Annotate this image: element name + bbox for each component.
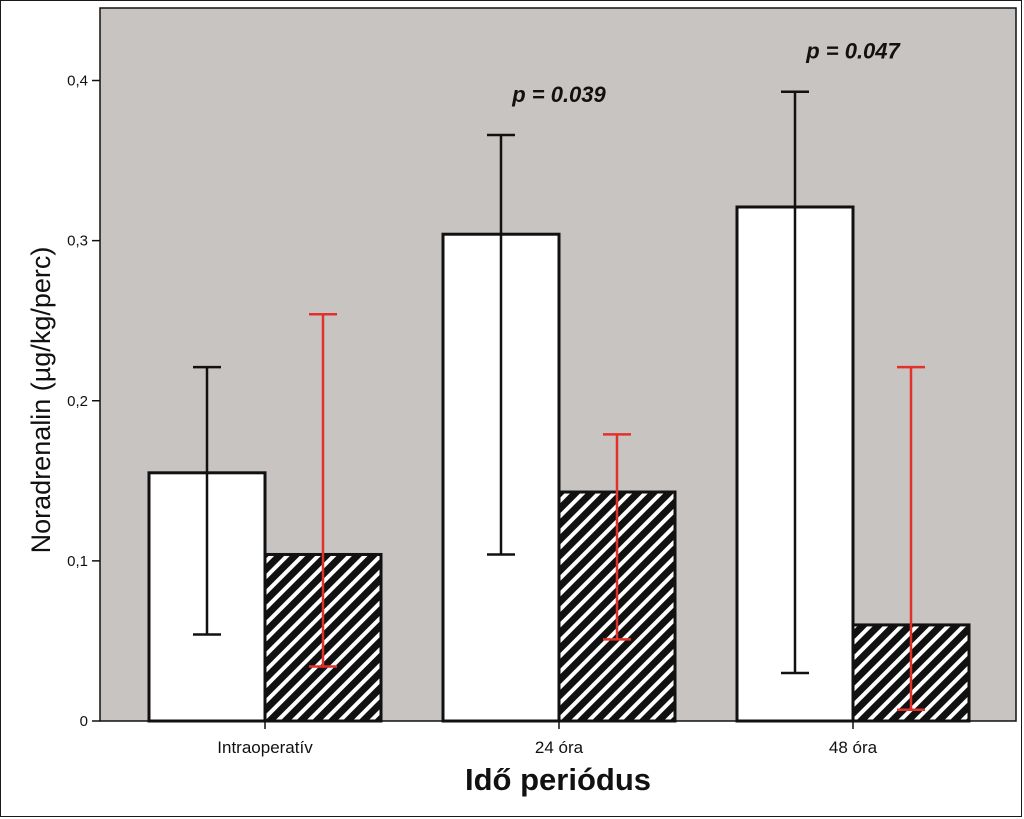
y-tick-label: 0,3 [67, 233, 88, 250]
annotations-group: p = 0.039 p = 0.047 [511, 39, 901, 107]
y-axis: 0 0,1 0,2 0,3 0,4 [67, 73, 100, 730]
x-tick-label: 48 óra [829, 738, 878, 757]
y-tick-label: 0,2 [67, 393, 88, 410]
y-tick-label: 0 [80, 713, 88, 730]
x-tick-label: Intraoperatív [217, 738, 313, 757]
x-axis: Intraoperatív 24 óra 48 óra [217, 721, 878, 757]
p-value-annotation: p = 0.047 [805, 39, 901, 64]
bars-group [147, 205, 971, 723]
y-tick-label: 0,1 [67, 553, 88, 570]
x-tick-label: 24 óra [535, 738, 584, 757]
p-value-annotation: p = 0.039 [511, 82, 606, 107]
error-bars-group [193, 90, 925, 712]
y-tick-label: 0,4 [67, 73, 88, 90]
x-axis-title: Idő periódus [465, 762, 651, 797]
y-axis-title: Noradrenalin (µg/kg/perc) [26, 247, 56, 554]
